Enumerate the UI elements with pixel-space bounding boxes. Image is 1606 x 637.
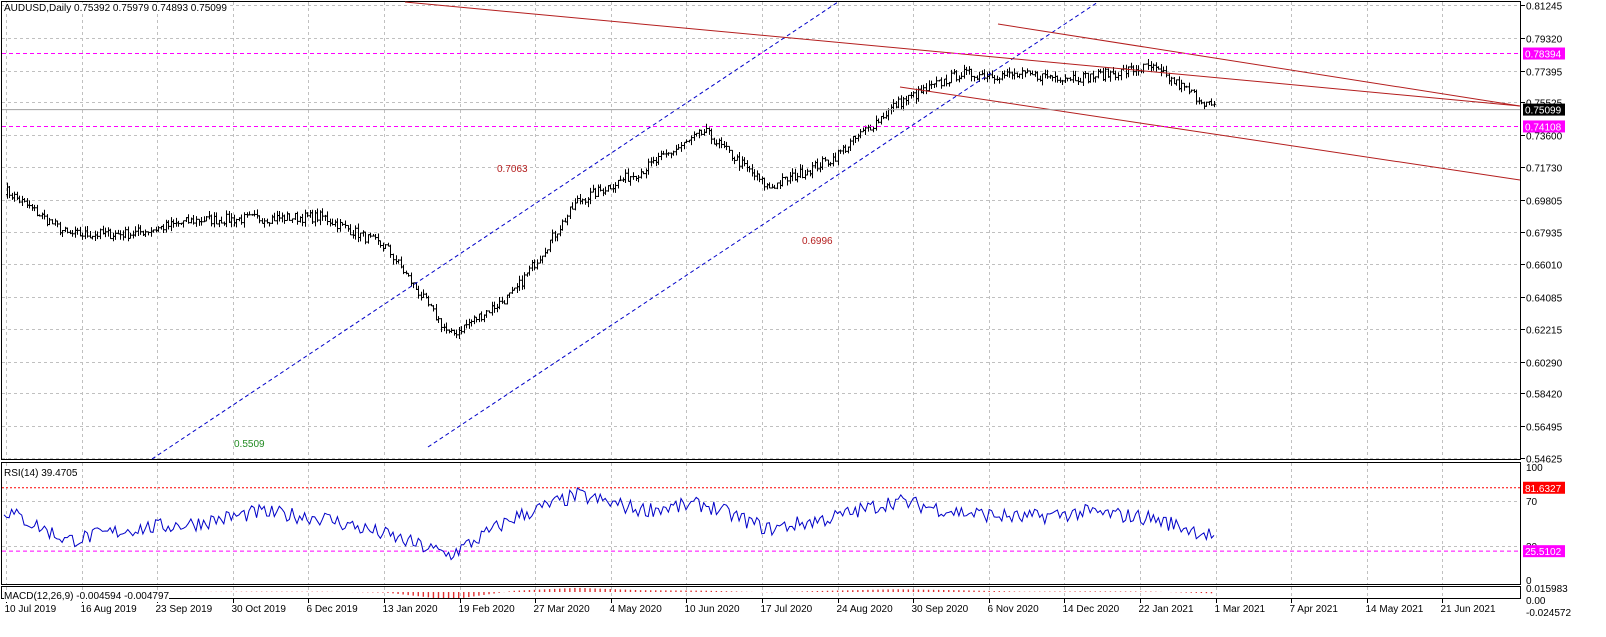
date-label: 7 Apr 2021 <box>1290 604 1339 615</box>
date-label: 14 May 2021 <box>1366 604 1424 615</box>
date-label: 4 May 2020 <box>610 604 663 615</box>
date-label: 21 Jun 2021 <box>1441 604 1496 615</box>
macd-panel-frame <box>1 586 1521 599</box>
date-label: 16 Aug 2019 <box>81 604 138 615</box>
macd-scale-min: -0.024572 <box>1526 608 1571 619</box>
rsi-title: RSI(14) 39.4705 <box>4 468 78 479</box>
price-tag-current-bg <box>1523 103 1565 116</box>
macd-scale-max: 0.015983 <box>1526 584 1568 595</box>
price-tag-high-bg <box>1523 47 1565 60</box>
date-label: 6 Dec 2019 <box>307 604 359 615</box>
date-label: 10 Jul 2019 <box>5 604 57 615</box>
date-label: 30 Sep 2020 <box>912 604 969 615</box>
date-label: 6 Nov 2020 <box>988 604 1040 615</box>
price-label: 0.62215 <box>1526 326 1563 337</box>
rsi-tag-lower-bg <box>1523 545 1565 558</box>
date-label: 13 Jan 2020 <box>383 604 438 615</box>
annotation-0-6996: 0.6996 <box>802 236 833 247</box>
macd-histogram <box>3 587 1213 598</box>
price-label: 0.60290 <box>1526 359 1563 370</box>
lower-trend-line <box>899 86 1521 181</box>
price-label: 0.79320 <box>1526 35 1563 46</box>
price-label: 0.58420 <box>1526 390 1563 401</box>
date-label: 10 Jun 2020 <box>685 604 740 615</box>
macd-title: MACD(12,26,9) -0.004594 -0.004797 <box>4 591 170 602</box>
main-panel-frame <box>1 1 1521 460</box>
price-label: 0.77395 <box>1526 68 1563 79</box>
date-label: 27 Mar 2020 <box>534 604 591 615</box>
price-tag-low-bg <box>1523 120 1565 133</box>
date-label: 19 Feb 2020 <box>459 604 516 615</box>
date-label: 17 Jul 2020 <box>761 604 813 615</box>
price-label: 0.71730 <box>1526 164 1563 175</box>
rsi-scale-label: 0 <box>1526 576 1532 587</box>
upper-channel-line <box>151 1 839 460</box>
price-tag-high: 0.78394 <box>1525 50 1562 61</box>
rsi-tag-lower: 25.5102 <box>1525 547 1562 558</box>
rsi-line <box>3 487 1215 561</box>
date-label: 30 Oct 2019 <box>232 604 287 615</box>
price-label: 0.64085 <box>1526 294 1563 305</box>
main-chart-title: AUDUSD,Daily 0.75392 0.75979 0.74893 0.7… <box>4 3 227 14</box>
rsi-scale-label: 100 <box>1526 463 1543 474</box>
date-label: 1 Mar 2021 <box>1215 604 1266 615</box>
price-tag-current: 0.75099 <box>1525 106 1562 117</box>
upper-trend-line <box>997 23 1521 107</box>
price-label: 0.69805 <box>1526 197 1563 208</box>
price-label: 0.54625 <box>1526 455 1563 466</box>
price-label: 0.66010 <box>1526 261 1563 272</box>
price-label: 0.73600 <box>1526 132 1563 143</box>
date-label: 24 Aug 2020 <box>837 604 894 615</box>
date-label: 14 Dec 2020 <box>1063 604 1120 615</box>
date-label: 23 Sep 2019 <box>156 604 213 615</box>
price-label: 0.81245 <box>1526 2 1563 13</box>
rsi-scale-label: 70 <box>1526 497 1538 508</box>
price-tag-low: 0.74108 <box>1525 122 1562 133</box>
price-label: 0.56495 <box>1526 423 1563 434</box>
price-label: 0.67935 <box>1526 229 1563 240</box>
rsi-panel-frame <box>1 462 1521 585</box>
lower-channel-line <box>427 1 1099 448</box>
macd-scale-zero: 0.00 <box>1526 596 1546 607</box>
annotation-0-7063: 0.7063 <box>497 164 528 175</box>
price-series <box>6 58 1216 339</box>
rsi-tag-upper-bg <box>1523 481 1565 494</box>
rsi-tag-upper: 81.6327 <box>1525 484 1562 495</box>
annotation-0-5509: 0.5509 <box>234 439 265 450</box>
date-label: 22 Jan 2021 <box>1139 604 1194 615</box>
